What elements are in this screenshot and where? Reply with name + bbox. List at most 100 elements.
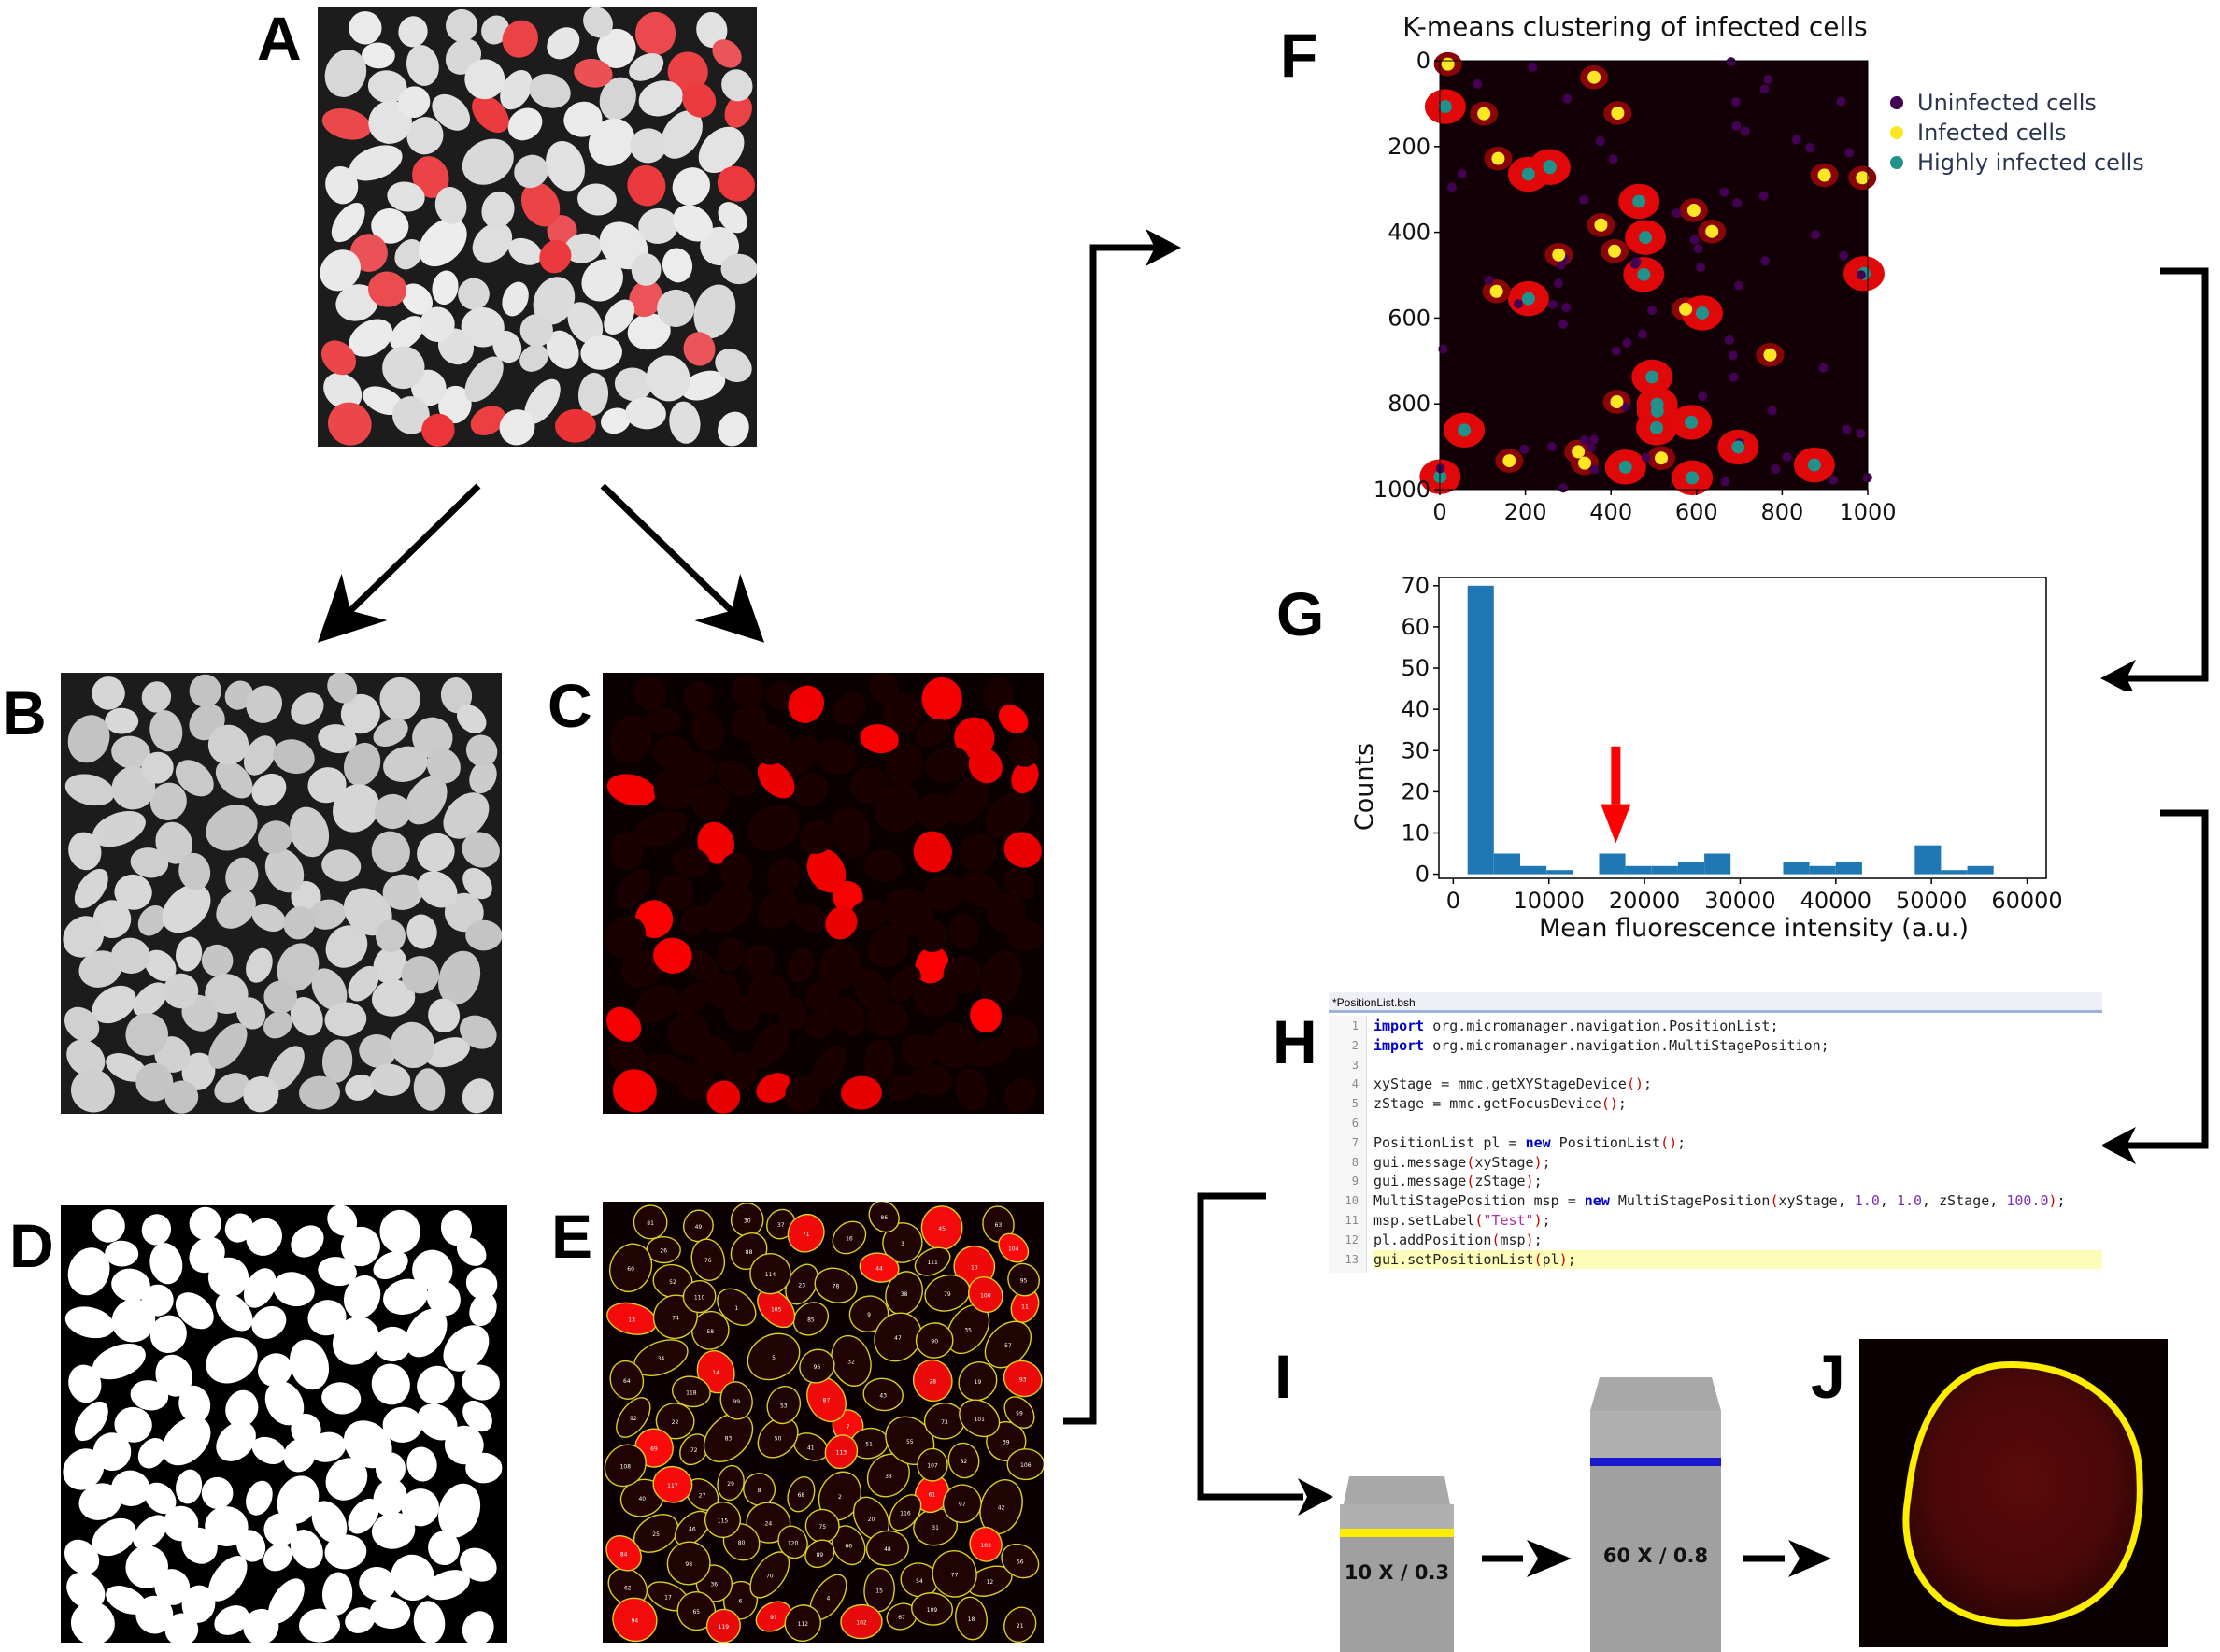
panel-e-segmentation-overlay: 1234567891011121314151617181920212223242…	[603, 1202, 1044, 1643]
nucleus-index: 49	[695, 1224, 703, 1231]
nucleus	[614, 367, 652, 402]
uninfected-cell-point	[1641, 452, 1651, 463]
nucleus	[379, 1209, 420, 1254]
nucleus	[215, 761, 253, 799]
nucleus	[114, 874, 152, 910]
uninfected-cell-point	[1732, 198, 1743, 208]
panel-f-title: K-means clustering of infected cells	[1402, 11, 1867, 42]
nucleus	[917, 919, 948, 952]
nucleus	[401, 956, 439, 994]
nucleus	[947, 1442, 980, 1479]
nucleus-index: 9	[867, 1312, 871, 1318]
nucleus	[413, 1601, 446, 1643]
x-tick-label: 0	[1446, 888, 1460, 914]
nucleus	[224, 680, 253, 710]
uninfected-cell-point	[1805, 143, 1815, 153]
nucleus	[809, 1046, 847, 1091]
nucleus	[1006, 1448, 1044, 1481]
nucleus	[383, 746, 428, 782]
nucleus-index: 40	[638, 1496, 646, 1502]
nucleus	[731, 674, 763, 707]
uninfected-cell-point	[1728, 350, 1738, 361]
nucleus-index: 101	[974, 1417, 985, 1423]
uninfected-cell-point	[1561, 303, 1572, 313]
nucleus	[307, 1300, 347, 1336]
nucleus	[224, 1213, 253, 1243]
y-tick-label: 40	[1401, 696, 1430, 722]
nucleus	[682, 1279, 717, 1314]
nucleus	[661, 110, 703, 159]
uninfected-cell-point	[1720, 477, 1730, 487]
y-tick-label: 0	[1416, 862, 1430, 888]
nucleus	[555, 408, 596, 443]
nucleus	[111, 1470, 150, 1506]
nucleus	[74, 868, 108, 909]
highly-infected-cell-point	[1807, 458, 1821, 472]
nucleus	[343, 1275, 381, 1318]
histogram-bar	[1941, 870, 1968, 875]
nucleus	[135, 1062, 174, 1102]
panel-label-i: I	[1274, 1342, 1292, 1411]
nucleus	[698, 126, 745, 174]
nucleus	[766, 1386, 802, 1425]
nucleus	[111, 735, 150, 769]
nucleus	[982, 677, 1015, 714]
nucleus	[321, 849, 362, 882]
nucleus	[63, 1448, 105, 1490]
nucleus	[758, 889, 798, 929]
nucleus	[78, 1483, 122, 1520]
nucleus	[273, 1272, 315, 1307]
legend-marker	[1890, 156, 1903, 169]
nucleus-index: 36	[710, 1582, 718, 1588]
nucleus	[850, 899, 889, 930]
nucleus-index: 56	[1017, 1559, 1024, 1566]
nucleus	[563, 101, 603, 137]
nucleus	[307, 767, 347, 804]
uninfected-cell-point	[1558, 483, 1569, 493]
nucleus	[318, 1257, 357, 1287]
nucleus	[462, 138, 514, 185]
nucleus	[130, 1380, 169, 1411]
nucleus	[705, 1608, 741, 1643]
nucleus	[718, 936, 745, 972]
nucleus	[1007, 734, 1040, 767]
nucleus	[426, 1280, 461, 1317]
legend-label: Uninfected cells	[1917, 90, 2097, 116]
nucleus	[343, 1420, 392, 1469]
nucleus	[693, 284, 736, 339]
panel-label-h: H	[1273, 1007, 1317, 1076]
nucleus	[324, 1002, 367, 1037]
nucleus	[627, 164, 666, 206]
nucleus	[539, 239, 572, 274]
nucleus	[141, 751, 174, 784]
code-text: xyStage = mmc.getXYStageDevice();	[1373, 1075, 1653, 1093]
nucleus-index: 90	[931, 1339, 938, 1346]
nucleus-index: 94	[632, 1617, 639, 1624]
nucleus	[335, 284, 378, 321]
highly-infected-cell-point	[1521, 292, 1535, 306]
nucleus	[638, 80, 684, 117]
nucleus	[629, 279, 663, 318]
nucleus	[462, 1611, 494, 1643]
nucleus	[633, 985, 678, 1024]
nucleus	[417, 833, 455, 872]
line-number: 5	[1351, 1097, 1359, 1111]
nucleus	[799, 820, 834, 854]
nucleus-index: 46	[689, 1527, 696, 1533]
uninfected-cell-point	[1856, 429, 1866, 439]
nucleus-index: 38	[901, 1291, 908, 1298]
nucleus-index: 103	[980, 1543, 991, 1549]
nucleus	[841, 1075, 882, 1110]
uninfected-cell-point	[1513, 299, 1523, 309]
nucleus	[264, 848, 305, 893]
nucleus	[793, 904, 828, 932]
nucleus	[715, 349, 752, 383]
y-tick-label: 200	[1388, 134, 1430, 160]
nucleus	[749, 1252, 791, 1295]
nucleus	[125, 1545, 168, 1588]
nucleus	[825, 906, 858, 940]
nucleus-index: 44	[875, 1266, 883, 1273]
nucleus-index: 5	[772, 1355, 776, 1361]
nucleus-index: 59	[1016, 1411, 1023, 1417]
nucleus	[777, 1525, 808, 1559]
